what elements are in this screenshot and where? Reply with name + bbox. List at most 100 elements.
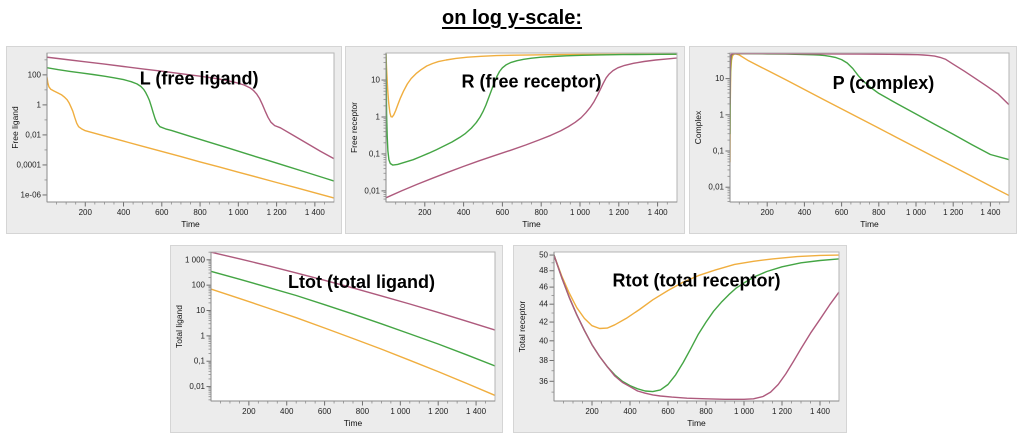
x-tick-label: 1 400 — [305, 208, 326, 217]
series-orange — [47, 76, 334, 199]
x-tick-label: 1 200 — [609, 208, 630, 217]
page-header: on log y-scale: — [0, 7, 1024, 30]
chart-title: Rtot (total receptor) — [613, 270, 781, 290]
y-tick-label: 44 — [539, 300, 548, 309]
plot-area — [729, 52, 1010, 203]
x-axis-label: Time — [522, 219, 541, 229]
x-tick-label: 400 — [280, 407, 294, 416]
y-tick-label: 46 — [539, 283, 548, 292]
y-tick-label: 0,1 — [369, 149, 381, 158]
x-tick-label: 1 000 — [228, 208, 249, 217]
y-tick-label: 1e-06 — [21, 190, 42, 199]
x-tick-label: 800 — [193, 208, 207, 217]
chart-svg-free-receptor: 200 400 600 800 1 000 1 200 1 400 10 1 0,1 0,01 R (… — [349, 52, 678, 229]
y-tick-label: 42 — [539, 318, 548, 327]
y-tick-label: 0,01 — [708, 183, 724, 192]
y-tick-label: 50 — [539, 251, 548, 260]
chart-title: L (free ligand) — [140, 68, 259, 88]
chart-panel-free-receptor: 200 400 600 800 1 000 1 200 1 400 10 1 0,1 0,01 R (… — [345, 46, 685, 234]
series-green — [211, 270, 495, 367]
chart-svg-total-ligand: 200 400 600 800 1 000 1 200 1 400 1 000 100 10 1 0,… — [174, 251, 496, 428]
x-tick-label: 1 400 — [810, 407, 831, 416]
chart-title: R (free receptor) — [461, 71, 601, 91]
y-tick-label: 100 — [192, 281, 206, 290]
x-tick-label: 1 000 — [906, 208, 927, 217]
y-tick-label: 38 — [539, 356, 548, 365]
series-orange — [554, 254, 839, 330]
x-tick-label: 800 — [535, 208, 549, 217]
chart-panel-free-ligand: 200 400 600 800 1 000 1 200 1 400 100 1 0,01 0,000… — [6, 46, 342, 234]
y-axis-label: Free receptor — [349, 102, 359, 153]
y-tick-label: 0,01 — [25, 130, 41, 139]
chart-svg-free-ligand: 200 400 600 800 1 000 1 200 1 400 100 1 0,01 0,000… — [10, 52, 335, 229]
y-tick-label: 1 — [720, 110, 725, 119]
x-tick-label: 400 — [117, 208, 131, 217]
chart-panel-total-receptor: 200 400 600 800 1 000 1 200 1 400 50 48 46 44 42 40 3… — [513, 245, 847, 433]
series-maroon — [386, 57, 677, 199]
x-axis-label: Time — [344, 418, 363, 428]
y-tick-label: 1 — [201, 331, 206, 340]
series-orange — [211, 288, 495, 396]
x-tick-label: 600 — [155, 208, 169, 217]
x-tick-label: 1 200 — [943, 208, 964, 217]
x-tick-label: 1 200 — [267, 208, 288, 217]
x-tick-label: 400 — [457, 208, 471, 217]
x-tick-label: 1 200 — [428, 407, 449, 416]
y-tick-label: 0,01 — [364, 186, 380, 195]
series-green — [386, 53, 677, 166]
series-green — [47, 67, 334, 182]
series-orange — [730, 53, 1009, 197]
plot-area — [46, 52, 335, 203]
x-tick-label: 200 — [418, 208, 432, 217]
x-tick-label: 200 — [242, 407, 256, 416]
y-tick-label: 0,01 — [189, 382, 205, 391]
x-tick-label: 600 — [835, 208, 849, 217]
y-axis-label: Free ligand — [10, 106, 20, 149]
x-tick-label: 800 — [872, 208, 886, 217]
y-tick-label: 10 — [715, 74, 724, 83]
x-tick-label: 1 400 — [466, 407, 487, 416]
x-tick-label: 1 400 — [980, 208, 1001, 217]
x-tick-label: 1 000 — [734, 407, 755, 416]
y-tick-label: 0,1 — [713, 147, 725, 156]
x-tick-label: 600 — [661, 407, 675, 416]
x-tick-label: 600 — [496, 208, 510, 217]
y-tick-label: 10 — [371, 76, 380, 85]
x-tick-label: 1 000 — [570, 208, 591, 217]
y-tick-label: 1 000 — [185, 255, 206, 264]
x-axis-label: Time — [687, 418, 706, 428]
y-tick-label: 100 — [28, 70, 42, 79]
x-tick-label: 800 — [356, 407, 370, 416]
chart-panel-complex: 200 400 600 800 1 000 1 200 1 400 10 1 0,1 0,01 P (… — [689, 46, 1017, 234]
y-tick-label: 10 — [196, 306, 205, 315]
x-tick-label: 400 — [623, 407, 637, 416]
page-title: on log y-scale: — [441, 7, 583, 29]
series-maroon — [47, 56, 334, 160]
x-tick-label: 200 — [761, 208, 775, 217]
y-tick-label: 1 — [37, 100, 42, 109]
y-tick-label: 1 — [376, 112, 381, 121]
chart-title: P (complex) — [833, 73, 935, 93]
y-tick-label: 0,1 — [194, 357, 206, 366]
x-tick-label: 1 200 — [772, 407, 793, 416]
series-maroon — [554, 254, 839, 400]
y-axis-label: Complex — [693, 110, 703, 144]
y-tick-label: 36 — [539, 377, 548, 386]
x-axis-label: Time — [181, 219, 200, 229]
series-maroon — [730, 53, 1009, 106]
chart-svg-total-receptor: 200 400 600 800 1 000 1 200 1 400 50 48 46 44 42 40 3… — [517, 251, 840, 428]
x-tick-label: 1 400 — [648, 208, 669, 217]
x-tick-label: 200 — [79, 208, 93, 217]
chart-svg-complex: 200 400 600 800 1 000 1 200 1 400 10 1 0,1 0,01 P (… — [693, 52, 1010, 229]
x-tick-label: 200 — [585, 407, 599, 416]
series-maroon — [211, 252, 495, 331]
y-axis-label: Total ligand — [174, 305, 184, 348]
y-axis-label: Total receptor — [517, 301, 527, 353]
x-tick-label: 800 — [699, 407, 713, 416]
y-tick-label: 48 — [539, 266, 548, 275]
chart-title: Ltot (total ligand) — [288, 272, 435, 292]
x-tick-label: 600 — [318, 407, 332, 416]
chart-panel-total-ligand: 200 400 600 800 1 000 1 200 1 400 1 000 100 10 1 0,… — [170, 245, 503, 433]
x-tick-label: 400 — [798, 208, 812, 217]
